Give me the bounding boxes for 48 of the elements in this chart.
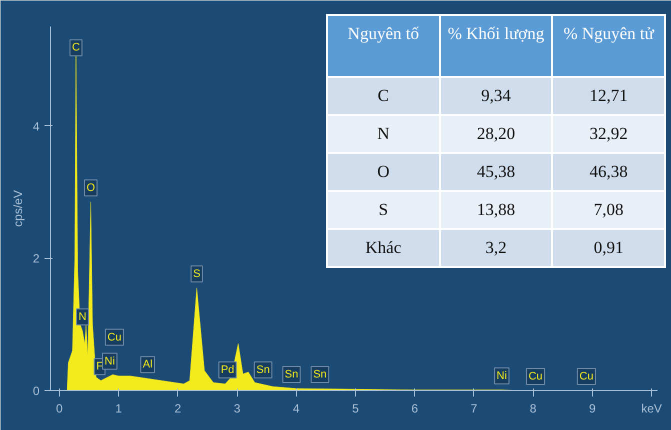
- annotation: Ni: [496, 370, 507, 382]
- category-label: C: [378, 86, 389, 105]
- annotation: Sn: [256, 364, 270, 376]
- annotation: Al: [142, 358, 153, 371]
- annotation: F: [96, 360, 104, 373]
- y-tick-label: 2: [32, 252, 40, 266]
- category-label: N: [377, 124, 390, 143]
- x-tick-label: keV: [641, 402, 662, 416]
- category-label: Khác: [365, 238, 402, 257]
- x-tick-label: 4: [292, 402, 300, 416]
- annotation: N: [78, 310, 87, 323]
- text: 12,71: [590, 86, 628, 105]
- text: Nguyên tố: [327, 15, 440, 77]
- x-tick-label: 5: [352, 402, 360, 416]
- annotation: Cu: [579, 370, 594, 382]
- text: 45,38: [476, 162, 516, 181]
- x-tick-label: 8: [530, 402, 537, 416]
- x-tick-label: 3: [234, 402, 241, 416]
- text: 32,92: [590, 124, 628, 143]
- text: 3,2: [485, 238, 507, 257]
- annotation: S: [193, 268, 200, 280]
- annotation: Sn: [284, 368, 298, 381]
- x-tick-label: 2: [174, 402, 182, 416]
- y-axis-title: cps/eV: [10, 190, 25, 227]
- annotation: Sn: [313, 368, 327, 381]
- y-tick-label: 4: [32, 119, 40, 134]
- category-label: % Nguyên tử: [552, 15, 665, 77]
- annotation: Cu: [107, 331, 122, 344]
- annotation: Cu: [528, 370, 543, 382]
- text: 28,20: [476, 124, 516, 143]
- text: 9,34: [481, 86, 511, 105]
- category-label: O: [377, 162, 390, 181]
- annotation: Pd: [220, 364, 234, 376]
- annotation: Ni: [104, 355, 115, 368]
- text: 0,91: [594, 238, 624, 257]
- x-tick-label: 1: [115, 402, 122, 416]
- x-tick-label: 7: [470, 402, 478, 416]
- category-label: % Khối lượng: [440, 15, 552, 77]
- text: 46,38: [590, 162, 628, 181]
- text: 7,08: [594, 200, 624, 219]
- x-tick-label: 9: [589, 402, 596, 416]
- x-tick-label: 6: [411, 402, 418, 416]
- y-tick-label: 0: [32, 384, 40, 398]
- text: 13,88: [476, 200, 516, 219]
- x-tick-label: 0: [56, 402, 64, 416]
- annotation: C: [72, 42, 80, 54]
- category-label: S: [378, 200, 388, 219]
- annotation: O: [86, 182, 96, 194]
